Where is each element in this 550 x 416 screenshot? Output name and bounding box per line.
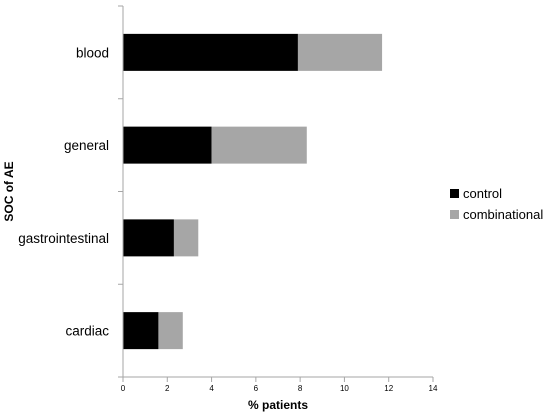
x-tick-label: 0 bbox=[121, 384, 126, 393]
x-tick-label: 8 bbox=[298, 384, 303, 393]
bar-control-gastrointestinal bbox=[123, 219, 174, 257]
x-tick-label: 2 bbox=[165, 384, 170, 393]
x-axis-ticks: 0 2 4 6 8 10 12 14 bbox=[121, 377, 438, 393]
bar-combinational-blood bbox=[297, 33, 383, 71]
x-tick-label: 10 bbox=[340, 384, 349, 393]
category-label: cardiac bbox=[65, 324, 109, 339]
bar-combinational-gastrointestinal bbox=[173, 219, 199, 257]
x-tick-label: 6 bbox=[254, 384, 259, 393]
bar-control-general bbox=[123, 126, 212, 164]
x-tick-label: 14 bbox=[429, 384, 438, 393]
legend-label-control: control bbox=[463, 186, 502, 201]
bars-layer bbox=[123, 33, 383, 350]
category-labels: blood general gastrointestinal cardiac bbox=[18, 45, 109, 338]
y-axis-ticks bbox=[118, 5, 123, 378]
category-label: general bbox=[64, 138, 109, 153]
x-axis-title: % patients bbox=[248, 398, 308, 412]
bar-combinational-general bbox=[211, 126, 307, 164]
legend-label-combinational: combinational bbox=[463, 207, 543, 222]
legend-swatch-control bbox=[450, 189, 459, 198]
bar-control-cardiac bbox=[123, 312, 159, 350]
category-label: gastrointestinal bbox=[18, 231, 109, 246]
x-tick-label: 12 bbox=[384, 384, 393, 393]
y-axis-title: SOC of AE bbox=[2, 161, 16, 221]
bar-control-blood bbox=[123, 33, 298, 71]
legend: control combinational bbox=[450, 186, 543, 222]
bar-combinational-cardiac bbox=[158, 312, 183, 350]
x-tick-label: 4 bbox=[209, 384, 214, 393]
legend-swatch-combinational bbox=[450, 210, 459, 219]
category-label: blood bbox=[76, 45, 109, 60]
